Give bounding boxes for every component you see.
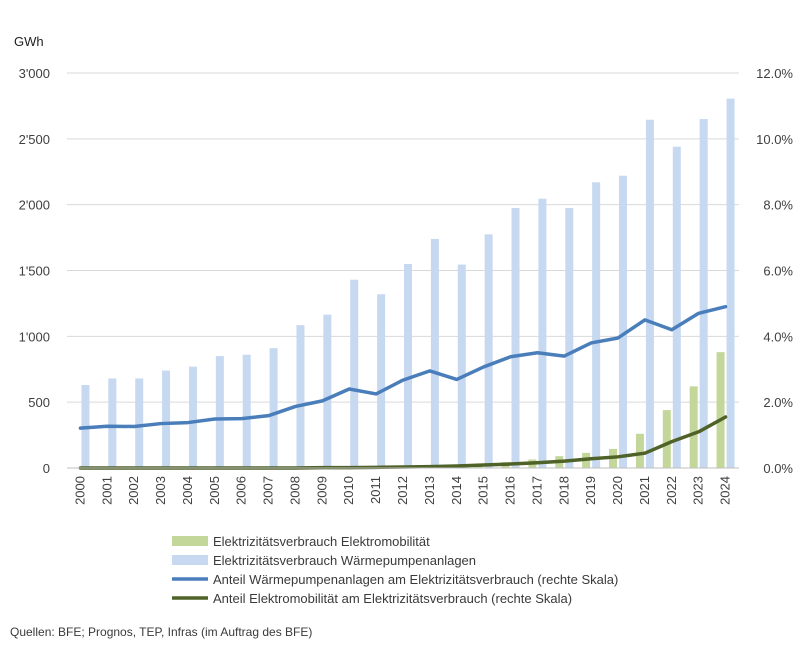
- left-tick-label: 1'500: [19, 264, 50, 279]
- x-tick-label: 2017: [529, 476, 544, 505]
- bar-waermepumpen-2002: [135, 378, 144, 468]
- x-tick-label: 2024: [718, 476, 733, 505]
- bar-waermepumpen-2021: [645, 119, 654, 468]
- x-tick-label: 2002: [126, 476, 141, 505]
- right-tick-label: 2.0%: [763, 395, 793, 410]
- bar-waermepumpen-2024: [726, 98, 735, 469]
- bar-waermepumpen-2006: [242, 354, 251, 468]
- x-tick-label: 2000: [72, 476, 87, 505]
- x-tick-label: 2023: [691, 476, 706, 505]
- x-tick-label: 2015: [476, 476, 491, 505]
- bar-elektromobilitaet-2023: [689, 386, 698, 468]
- bar-waermepumpen-2017: [538, 198, 547, 468]
- bar-waermepumpen-2005: [215, 356, 224, 468]
- x-tick-label: 2011: [368, 476, 383, 504]
- bar-waermepumpen-2022: [672, 146, 681, 468]
- x-tick-label: 2007: [261, 476, 276, 505]
- x-tick-label: 2005: [207, 476, 222, 505]
- left-tick-label: 0: [43, 461, 50, 476]
- bars-waermepumpen: [81, 98, 735, 469]
- bar-waermepumpen-2004: [188, 366, 197, 468]
- legend-label: Anteil Wärmepumpenanlagen am Elektrizitä…: [213, 572, 618, 587]
- legend-label: Elektrizitätsverbrauch Elektromobilität: [213, 534, 430, 549]
- left-tick-label: 2'000: [19, 198, 50, 213]
- line-series: [78, 304, 728, 470]
- x-tick-label: 2021: [637, 476, 652, 505]
- x-tick-label: 2018: [556, 476, 571, 505]
- x-tick-label: 2010: [341, 476, 356, 505]
- left-axis-unit: GWh: [14, 34, 44, 49]
- x-tick-label: 2014: [449, 476, 464, 505]
- left-tick-label: 3'000: [19, 66, 50, 81]
- left-tick-label: 500: [28, 395, 50, 410]
- right-tick-label: 8.0%: [763, 198, 793, 213]
- legend-swatch: [172, 555, 208, 565]
- bar-waermepumpen-2012: [404, 263, 412, 468]
- right-tick-label: 6.0%: [763, 264, 793, 279]
- x-tick-label: 2008: [287, 476, 302, 505]
- x-tick-label: 2016: [503, 476, 518, 505]
- bar-waermepumpen-2011: [377, 294, 386, 468]
- bar-waermepumpen-2023: [699, 119, 708, 468]
- left-tick-label: 2'500: [19, 132, 50, 147]
- bar-elektromobilitaet-2024: [716, 352, 725, 468]
- left-tick-label: 1'000: [19, 329, 50, 344]
- left-axis: 0 500 1'000 1'500 2'000 2'500 3'000: [19, 66, 50, 476]
- x-tick-label: 2006: [234, 476, 249, 505]
- bar-waermepumpen-2008: [296, 325, 305, 468]
- bar-waermepumpen-2001: [108, 378, 117, 468]
- x-tick-label: 2009: [314, 476, 329, 505]
- gridlines: [67, 72, 739, 403]
- line-anteil-waermepumpen: [78, 304, 728, 430]
- bar-waermepumpen-2016: [511, 207, 520, 469]
- right-tick-label: 12.0%: [756, 66, 793, 81]
- legend-swatch: [172, 536, 208, 546]
- bar-waermepumpen-2003: [162, 370, 171, 468]
- x-tick-label: 2012: [395, 476, 410, 505]
- bar-waermepumpen-2009: [323, 314, 332, 468]
- legend-label: Anteil Elektromobilität am Elektrizitäts…: [213, 591, 572, 606]
- source-note: Quellen: BFE; Prognos, TEP, Infras (im A…: [10, 625, 313, 639]
- bar-waermepumpen-2013: [430, 238, 439, 468]
- bar-waermepumpen-2015: [484, 234, 493, 468]
- bar-elektromobilitaet-2021: [635, 433, 644, 468]
- right-tick-label: 10.0%: [756, 132, 793, 147]
- right-axis: 0.0% 2.0% 4.0% 6.0% 8.0% 10.0% 12.0%: [756, 66, 793, 476]
- bar-waermepumpen-2007: [269, 348, 278, 468]
- x-tick-label: 2019: [583, 476, 598, 505]
- bar-waermepumpen-2019: [592, 182, 601, 469]
- x-tick-label: 2001: [99, 476, 114, 505]
- right-tick-label: 0.0%: [763, 461, 793, 476]
- bar-waermepumpen-2014: [457, 264, 466, 468]
- x-tick-label: 2013: [422, 476, 437, 505]
- x-tick-label: 2004: [180, 476, 195, 505]
- legend: Elektrizitätsverbrauch Elektromobilität E…: [172, 534, 618, 606]
- x-axis: 2000 2001 2002 2003 2004 2005 2006 2007 2008 2009…: [67, 467, 739, 505]
- bar-waermepumpen-2020: [619, 175, 628, 468]
- x-tick-label: 2003: [153, 476, 168, 505]
- bar-waermepumpen-2018: [565, 207, 574, 469]
- bar-waermepumpen-2010: [350, 279, 359, 468]
- x-tick-label: 2020: [610, 476, 625, 505]
- right-tick-label: 4.0%: [763, 329, 793, 344]
- bar-elektromobilitaet-2022: [662, 410, 671, 468]
- legend-label: Elektrizitätsverbrauch Wärmepumpenanlage…: [213, 553, 476, 568]
- x-tick-label: 2022: [664, 476, 679, 505]
